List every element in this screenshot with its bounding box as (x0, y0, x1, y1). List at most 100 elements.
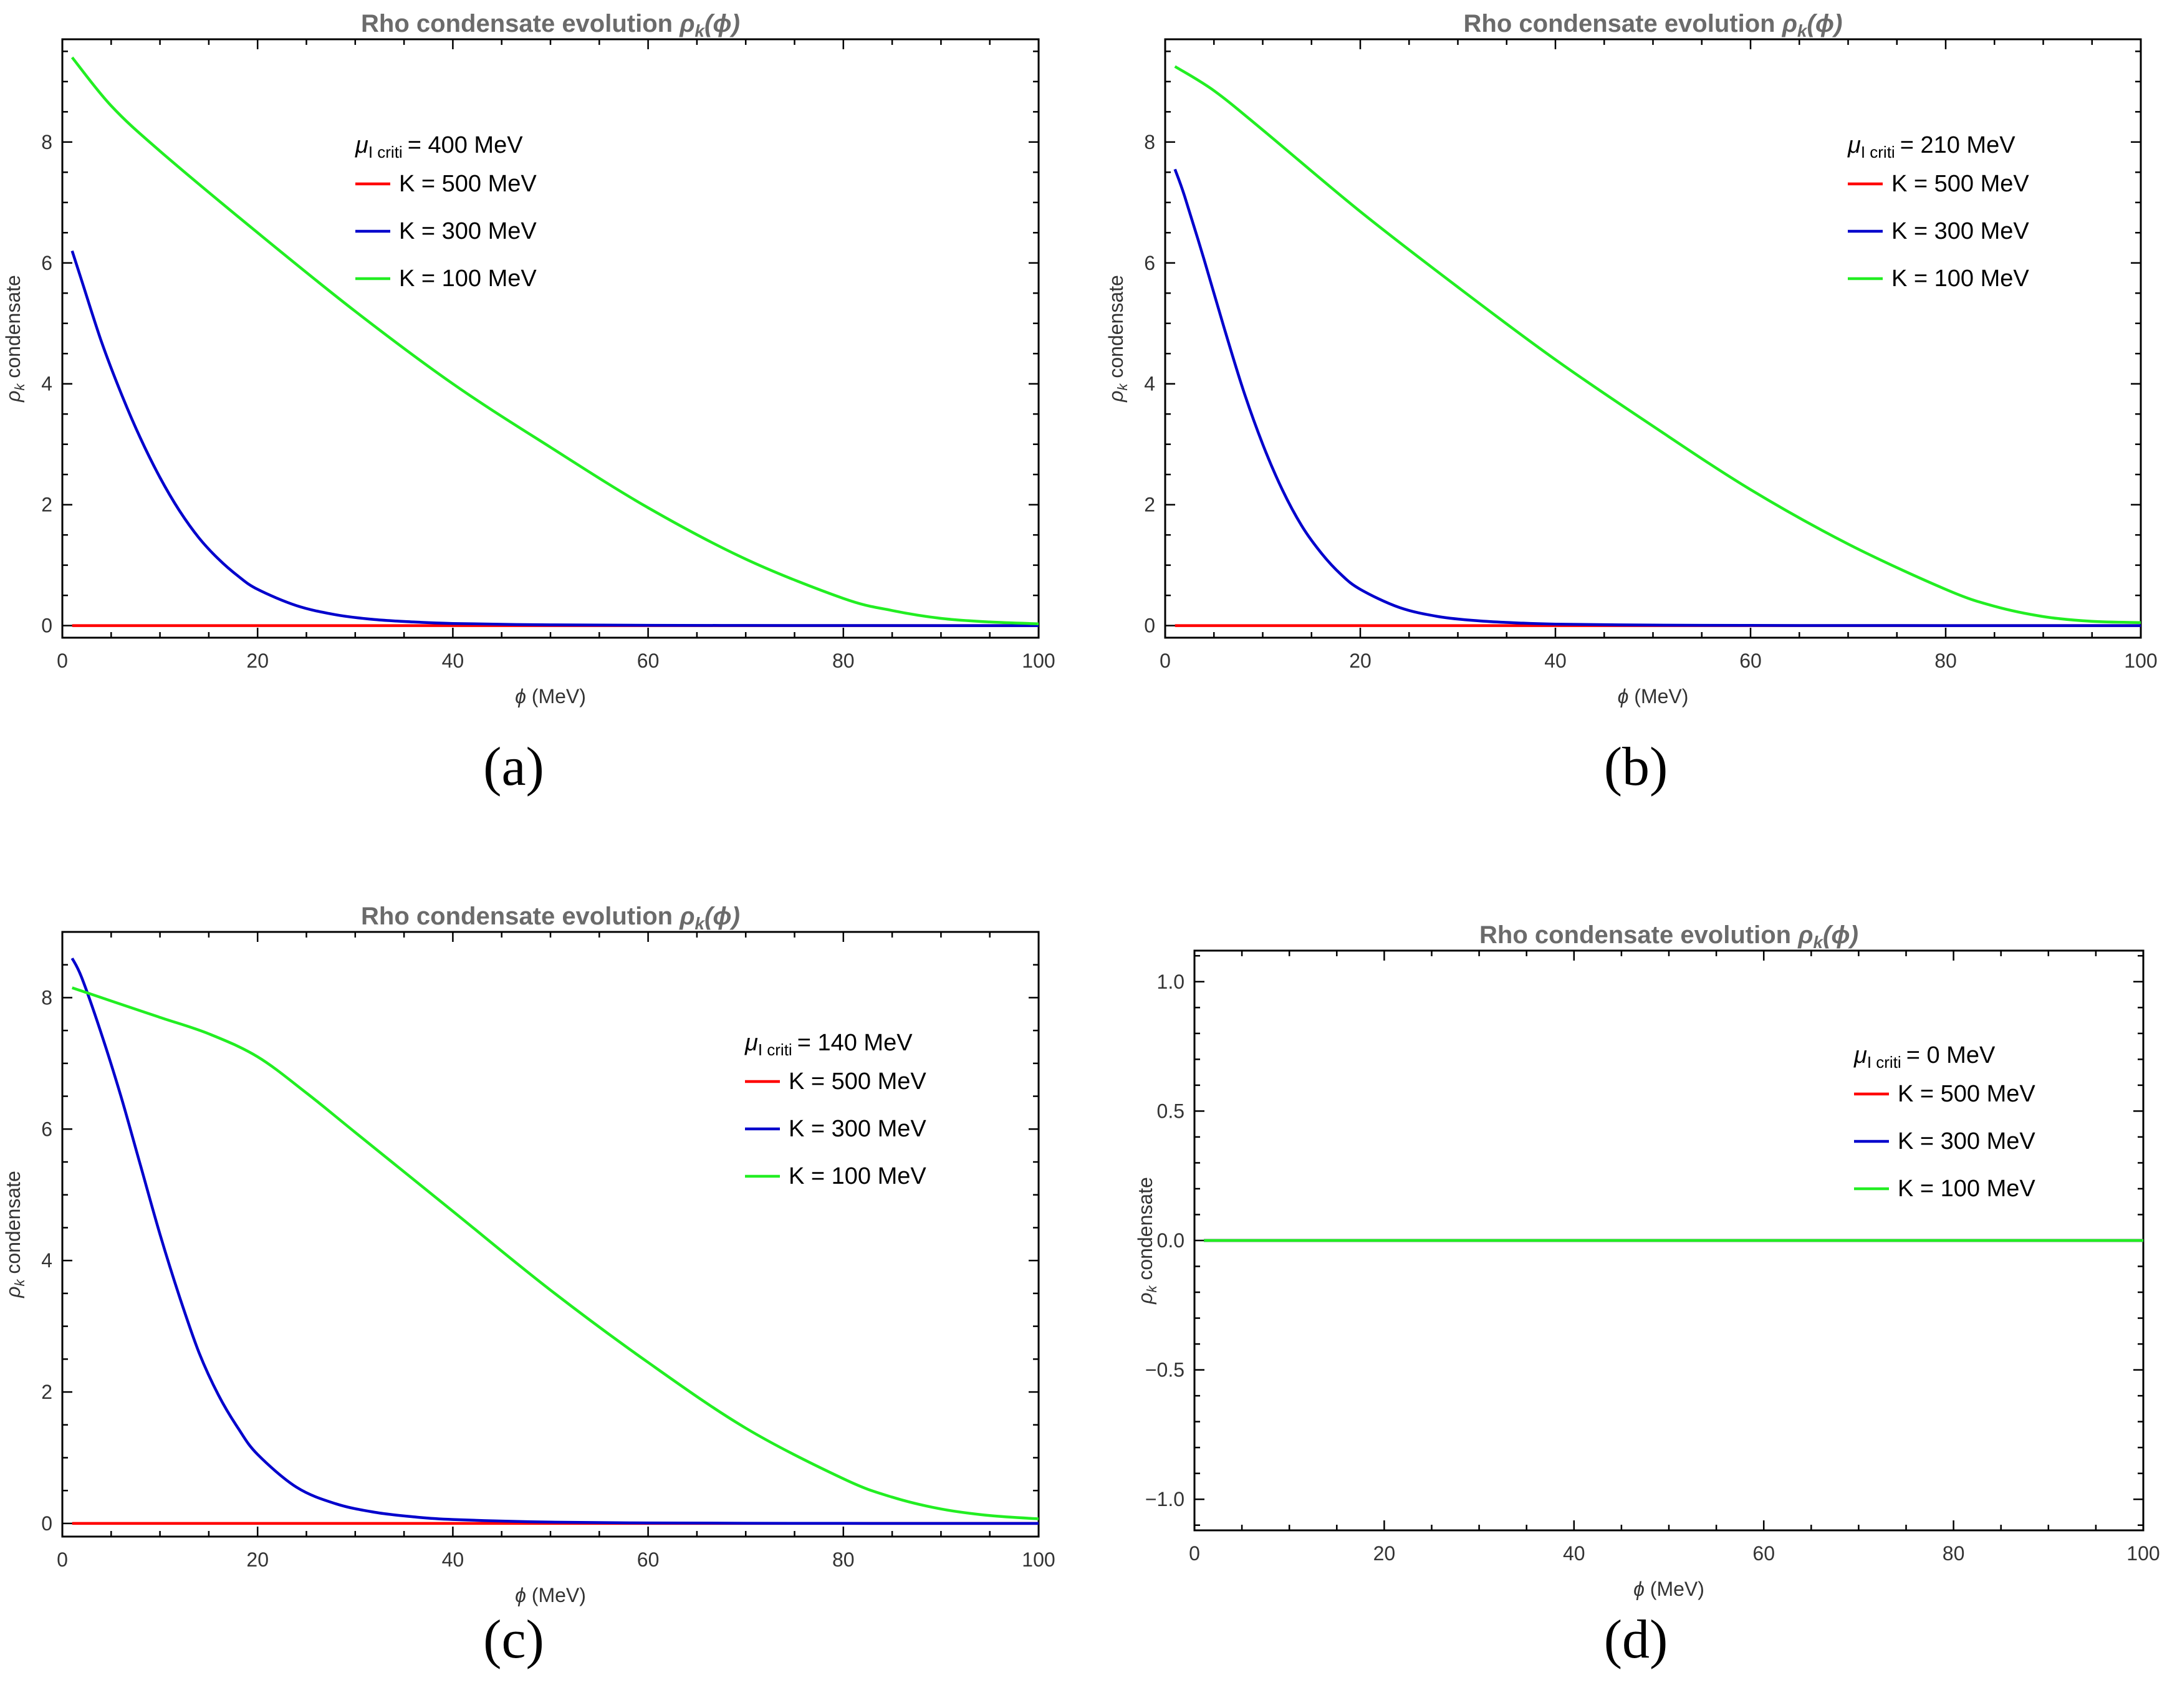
y-tick-label: 6 (41, 252, 52, 274)
x-tick-label: 60 (1739, 650, 1762, 672)
y-tick-label: 8 (41, 986, 52, 1009)
title-rho: ρ (1797, 921, 1813, 949)
x-tick-label: 40 (1544, 650, 1567, 672)
legend-label: K = 100 MeV (1898, 1176, 2035, 1202)
chart-title: Rho condensate evolution ρk(ϕ) (361, 10, 740, 41)
y-tick-label: 4 (1144, 373, 1155, 395)
x-tick-label: 20 (1349, 650, 1372, 672)
x-tick-label: 80 (1934, 650, 1957, 672)
x-axis-label: ϕ (MeV) (1633, 1578, 1704, 1600)
chart-title: Rho condensate evolution ρk(ϕ) (361, 903, 740, 933)
legend-title: μI criti = 140 MeV (744, 1030, 913, 1059)
y-tick-label: −0.5 (1145, 1359, 1184, 1381)
y-axis-sub: k (1115, 383, 1130, 391)
x-axis-unit: (MeV) (526, 1584, 586, 1606)
legend-mu: μ (1847, 132, 1861, 158)
series-line-100 (71, 986, 1039, 1520)
chart-title: Rho condensate evolution ρk(ϕ) (1479, 921, 1858, 952)
legend-mu-sub: I criti (758, 1040, 792, 1059)
legend-title: μI criti = 400 MeV (355, 132, 523, 161)
x-tick-label: 20 (246, 650, 269, 672)
legend-label: K = 500 MeV (1898, 1081, 2035, 1107)
chart-panel-a: Rho condensate evolution ρk(ϕ) 0 20 40 60 80 1… (0, 0, 1081, 854)
title-sub: k (694, 914, 705, 933)
legend-label: K = 500 MeV (789, 1068, 926, 1095)
legend-label: K = 100 MeV (399, 266, 537, 292)
x-tick-label: 60 (637, 650, 660, 672)
legend-mu: μ (1853, 1042, 1867, 1068)
y-tick-label: 6 (1144, 252, 1155, 274)
y-axis-sub: k (12, 383, 27, 391)
x-tick-label: 100 (1022, 1548, 1055, 1571)
series-line-300 (70, 957, 1039, 1525)
title-text: Rho condensate evolution (1464, 10, 1782, 37)
title-rho: ρ (679, 10, 694, 37)
chart-c: Rho condensate evolution ρk(ϕ)0 20 40 60 80 1… (2, 903, 1055, 1606)
legend-title: μI criti = 0 MeV (1853, 1042, 1996, 1072)
x-tick-label: 80 (832, 1548, 855, 1571)
x-tick-label: 0 (57, 650, 68, 672)
title-rho: ρ (1782, 10, 1797, 37)
chart-a: Rho condensate evolution ρk(ϕ)0 20 40 60 80 1… (2, 10, 1055, 708)
title-sub: k (1797, 21, 1808, 41)
x-tick-label: 20 (1373, 1542, 1396, 1565)
x-tick-label: 0 (1189, 1542, 1200, 1565)
title-arg: (ϕ) (1823, 921, 1858, 949)
title-arg: (ϕ) (1807, 10, 1843, 37)
legend-label: K = 100 MeV (789, 1163, 926, 1189)
legend-label: K = 500 MeV (399, 171, 537, 197)
legend-value: = 210 MeV (1900, 132, 2015, 158)
y-tick-label: 0 (41, 615, 52, 637)
legend-label: K = 300 MeV (399, 218, 537, 244)
y-tick-label: −1.0 (1145, 1488, 1184, 1510)
caption-b: (b) (1603, 737, 1668, 797)
chart-title: Rho condensate evolution ρk(ϕ) (1464, 10, 1843, 41)
legend-label: K = 300 MeV (789, 1116, 926, 1142)
legend-mu-sub: I criti (1867, 1053, 1901, 1072)
y-axis-label: ρk condensate (1134, 1177, 1160, 1305)
legend-label: K = 300 MeV (1898, 1128, 2035, 1154)
title-sub: k (694, 21, 705, 41)
legend-value: = 400 MeV (408, 132, 523, 158)
x-tick-label: 40 (442, 1548, 464, 1571)
x-tick-label: 100 (2126, 1542, 2160, 1565)
legend-mu-sub: I criti (1861, 143, 1895, 161)
x-tick-label: 60 (637, 1548, 660, 1571)
title-arg: (ϕ) (704, 903, 740, 930)
series-line-300 (1173, 168, 2141, 627)
chart-panel-d: Rho condensate evolution ρk(ϕ) 0 20 40 60 80 1… (1081, 854, 2162, 1708)
chart-panel-b: Rho condensate evolution ρk(ϕ) 0 20 40 60 80 1… (1081, 0, 2162, 854)
y-tick-label: 0 (1144, 615, 1155, 637)
x-axis-label: ϕ (MeV) (1618, 685, 1689, 708)
x-axis-symbol: ϕ (515, 1584, 526, 1606)
y-axis-text: condensate (1105, 275, 1127, 383)
y-tick-label: 8 (41, 131, 52, 153)
y-tick-label: 0.5 (1157, 1100, 1184, 1122)
y-axis-label: ρk condensate (2, 1171, 27, 1298)
y-tick-label: 2 (41, 494, 52, 516)
chart-b: Rho condensate evolution ρk(ϕ)0 20 40 60 80 1… (1105, 10, 2158, 708)
x-axis-symbol: ϕ (1618, 685, 1629, 708)
x-tick-label: 60 (1752, 1542, 1775, 1565)
y-tick-label: 2 (1144, 494, 1155, 516)
x-axis-symbol: ϕ (515, 685, 526, 708)
series-line-100 (1174, 65, 2141, 625)
x-tick-label: 0 (57, 1548, 68, 1571)
x-axis-unit: (MeV) (1645, 1578, 1704, 1600)
y-tick-label: 4 (41, 373, 52, 395)
x-tick-label: 0 (1160, 650, 1171, 672)
y-axis-symbol: ρ (2, 1287, 24, 1298)
chart-d: Rho condensate evolution ρk(ϕ)0 20 40 60 80 1… (1134, 921, 2160, 1600)
legend-title: μI criti = 210 MeV (1847, 132, 2015, 161)
y-tick-label: 2 (41, 1381, 52, 1403)
y-tick-label: 4 (41, 1249, 52, 1272)
x-tick-label: 100 (1022, 650, 1055, 672)
x-tick-label: 80 (1943, 1542, 1965, 1565)
x-axis-label: ϕ (MeV) (515, 1584, 586, 1606)
x-axis-unit: (MeV) (526, 685, 586, 708)
y-tick-label: 6 (41, 1118, 52, 1140)
y-axis-symbol: ρ (2, 391, 24, 403)
y-axis-symbol: ρ (1134, 1293, 1156, 1305)
caption-a: (a) (483, 737, 544, 797)
legend-mu: μ (744, 1030, 758, 1056)
